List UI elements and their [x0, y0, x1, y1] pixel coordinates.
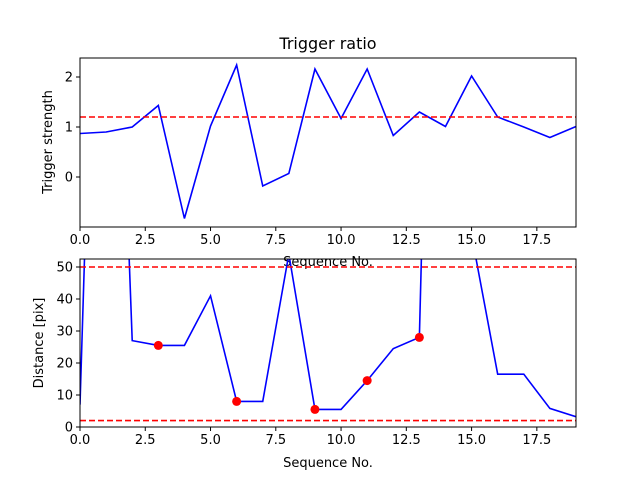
x-tick-label: 7.5: [265, 233, 286, 248]
x-tick-label: 2.5: [135, 433, 156, 448]
x-tick-label: 17.5: [522, 433, 551, 448]
data-point-marker: [414, 332, 424, 342]
y-tick-label: 50: [56, 261, 73, 276]
axes-frame: [79, 57, 577, 228]
x-tick-label: 12.5: [392, 233, 421, 248]
x-tick-label: 2.5: [135, 233, 156, 248]
x-tick-label: 15.0: [457, 433, 486, 448]
x-tick-label: 0.0: [70, 433, 91, 448]
x-tick-label: 17.5: [522, 233, 551, 248]
plot-layer: 0.0 2.5 5.0 7.5 10.0 12.5 15.0 17.5 0 1 2: [65, 57, 577, 248]
y-axis-title: Distance [pix]: [32, 298, 47, 389]
data-point-marker: [232, 396, 242, 406]
y-tick-label: 2: [65, 71, 73, 86]
chart-title: Trigger ratio: [278, 34, 376, 53]
plot-layer: 0.0 2.5 5.0 7.5 10.0 12.5 15.0 17.5 0 10 20 30 40 50: [56, 258, 577, 448]
x-tick-label: 0.0: [70, 233, 91, 248]
y-tick-label: 0: [65, 171, 73, 186]
x-tick-label: 12.5: [392, 433, 421, 448]
y-tick-label: 0: [65, 421, 73, 436]
axes-frame: [79, 258, 577, 428]
x-tick-label: 5.0: [200, 433, 221, 448]
y-tick-label: 1: [65, 121, 73, 136]
series-line: [80, 62, 576, 219]
y-axis-title: Trigger strength: [41, 90, 56, 195]
distance-chart: 0.0 2.5 5.0 7.5 10.0 12.5 15.0 17.501020304050 …: [32, 258, 577, 471]
x-tick-label: 7.5: [265, 433, 286, 448]
x-tick-label: 10.0: [327, 433, 356, 448]
series-line: [80, 259, 576, 418]
y-tick-label: 10: [56, 389, 73, 404]
y-tick-label: 20: [56, 357, 73, 372]
data-point-marker: [362, 376, 372, 386]
data-point-marker: [153, 340, 163, 350]
y-tick-label: 40: [56, 293, 73, 308]
y-tick-label: 30: [56, 325, 73, 340]
x-tick-label: 15.0: [457, 233, 486, 248]
x-axis-title: Sequence No.: [283, 456, 373, 471]
x-tick-label: 10.0: [327, 233, 356, 248]
data-point-marker: [310, 404, 320, 414]
x-tick-label: 5.0: [200, 233, 221, 248]
